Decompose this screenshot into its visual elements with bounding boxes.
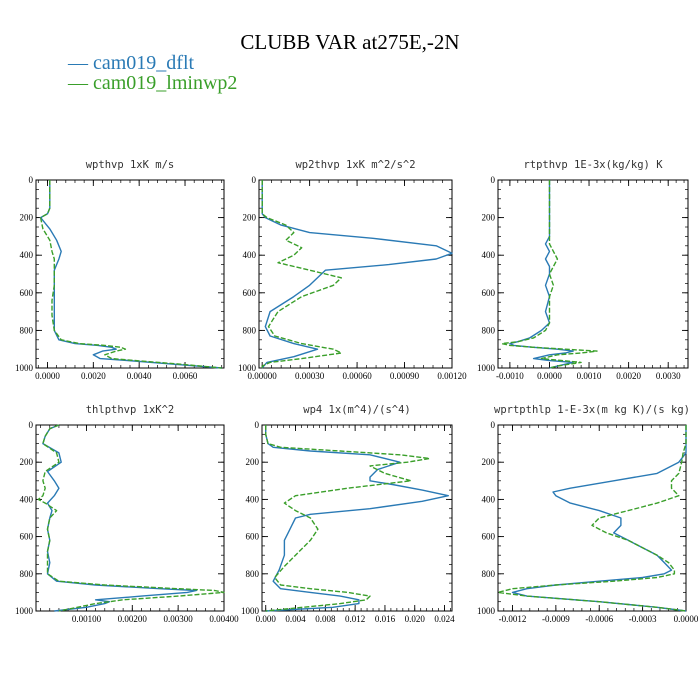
x-tick-label: 0.0060 [173,371,198,381]
x-tick-label: 0.00090 [390,371,420,381]
x-tick-label: 0.024 [434,614,455,624]
figure-title: CLUBB VAR at275E,-2N [240,30,460,54]
series-line-dflt [261,180,453,369]
x-tick-label: 0.0020 [81,371,106,381]
y-tick-label: 800 [20,569,34,579]
x-tick-label: 0.00060 [342,371,372,381]
series-line-dflt [509,180,574,369]
y-tick-label: 800 [243,325,257,335]
panel-2: wp2thvp 1xK m^2/s^2 0.00000 0.00030 0.00060… [238,159,467,381]
panel-title: wp2thvp 1xK m^2/s^2 [295,159,415,171]
y-tick-label: 0 [252,175,257,185]
y-tick-label: 1000 [15,606,34,616]
panel-3: rtpthvp 1E-3x(kg/kg) K -0.0010 0.0000 0.001… [477,159,689,381]
x-tick-label: 0.008 [315,614,336,624]
x-tick-label: 0.00300 [164,614,194,624]
series-line-dflt [42,424,198,612]
plot-frame [261,424,453,612]
series-line-lminwp2 [265,425,431,612]
panel-6: wprtpthlp 1-E-3x(m kg K)/(s kg) -0.0012 -0… [477,404,699,624]
series-line-lminwp2 [261,180,342,368]
legend-entry-dflt: — cam019_dflt [68,52,195,74]
series-line-dflt [511,425,687,612]
y-tick-label: 400 [246,494,260,504]
panel-title: rtpthvp 1E-3x(kg/kg) K [523,159,663,171]
x-tick-label: 0.016 [375,614,396,624]
y-tick-label: 600 [246,532,260,542]
y-tick-label: 800 [20,325,34,335]
series-line-lminwp2 [39,180,222,369]
y-tick-label: 800 [482,325,496,335]
x-tick-label: 0.0010 [577,371,602,381]
x-tick-label: 0.00400 [209,614,239,624]
x-tick-label: 0.000 [256,614,277,624]
y-tick-label: 800 [482,569,496,579]
x-tick-label: -0.0009 [542,614,570,624]
series-line-dflt [39,180,222,369]
y-tick-label: 1000 [241,606,260,616]
y-tick-label: 0 [29,175,34,185]
y-tick-label: 600 [20,532,34,542]
y-tick-label: 600 [243,288,257,298]
x-tick-label: 0.004 [285,614,306,624]
x-tick-label: 0.00030 [295,371,325,381]
y-tick-label: 400 [20,250,34,260]
x-tick-label: 0.00100 [72,614,102,624]
y-tick-label: 0 [29,420,34,430]
y-tick-label: 1000 [477,363,496,373]
x-tick-label: 0.0040 [127,371,152,381]
x-tick-label: 0.0000 [35,371,60,381]
plot-frame [35,424,225,612]
x-tick-label: 0.00200 [118,614,148,624]
x-tick-label: 0.0020 [616,371,641,381]
x-tick-label: -0.0010 [496,371,524,381]
y-tick-label: 600 [20,288,34,298]
panel-title: wpthvp 1xK m/s [86,159,175,171]
series-line-lminwp2 [37,424,225,612]
x-tick-label: -0.0003 [629,614,657,624]
y-tick-label: 0 [491,175,496,185]
y-tick-label: 200 [20,213,34,223]
y-tick-label: 400 [243,250,257,260]
x-tick-label: 0.00120 [437,371,467,381]
y-tick-label: 200 [246,457,260,467]
panel-title: thlpthvp 1xK^2 [86,404,175,416]
x-tick-label: 0.0000 [537,371,562,381]
y-tick-label: 600 [482,532,496,542]
y-tick-label: 200 [482,457,496,467]
panel-1: wpthvp 1xK m/s 0.0000 0.0020 0.0040 0.0060 0 2… [15,159,225,381]
y-tick-label: 1000 [15,363,34,373]
x-tick-label: 0.020 [405,614,426,624]
y-tick-label: 400 [20,494,34,504]
x-tick-label: 0.012 [345,614,365,624]
x-tick-label: 0.00000 [248,371,278,381]
y-tick-label: 400 [482,494,496,504]
panel-title: wp4 1x(m^4)/(s^4) [303,404,410,416]
legend-entry-lminwp2: — cam019_lminwp2 [68,72,238,94]
panel-title: wprtpthlp 1-E-3x(m kg K)/(s kg) [494,404,690,416]
y-tick-label: 400 [482,250,496,260]
x-tick-label: 0.0030 [656,371,681,381]
y-tick-label: 1000 [477,606,496,616]
y-tick-label: 200 [243,213,257,223]
x-tick-label: 0.0000 [674,614,699,624]
y-tick-label: 600 [482,288,496,298]
y-tick-label: 200 [20,457,34,467]
y-tick-label: 200 [482,213,496,223]
y-tick-label: 0 [255,420,260,430]
series-line-lminwp2 [497,425,687,612]
series-line-lminwp2 [501,180,598,369]
x-tick-label: -0.0012 [499,614,527,624]
panel-4: thlpthvp 1xK^2 0.00100 0.00200 0.00300 0.004… [15,404,239,624]
panel-5: wp4 1x(m^4)/(s^4) 0.000 0.004 0.008 0.012 0.0… [241,404,455,624]
series-line-dflt [265,425,449,612]
y-tick-label: 800 [246,569,260,579]
y-tick-label: 1000 [238,363,257,373]
y-tick-label: 0 [491,420,496,430]
x-tick-label: -0.0006 [585,614,613,624]
